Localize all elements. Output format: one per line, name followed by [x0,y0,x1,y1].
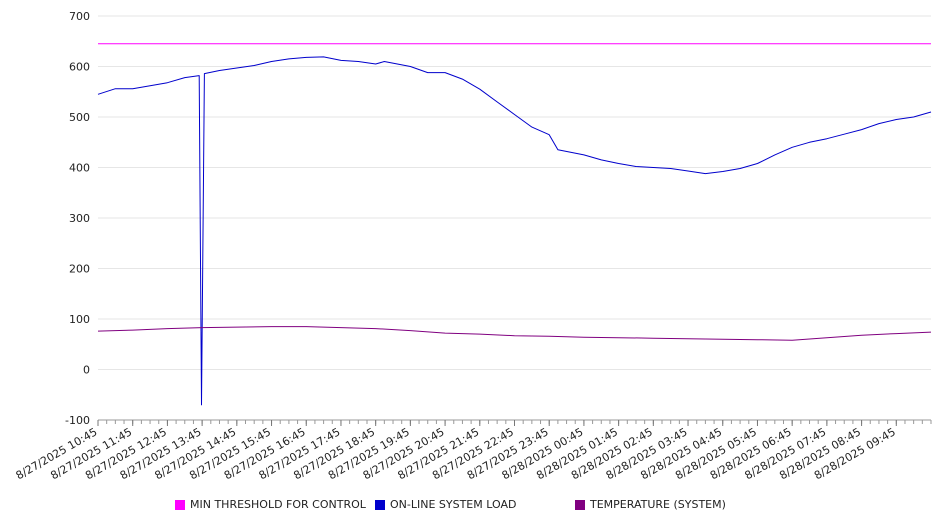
legend-swatch-min-threshold [175,499,185,510]
legend-item-min-threshold: MIN THRESHOLD FOR CONTROL [175,498,366,511]
legend-label-system-load: ON-LINE SYSTEM LOAD [390,498,517,511]
legend-label-min-threshold: MIN THRESHOLD FOR CONTROL [190,498,366,511]
y-tick-label: -100 [65,414,90,427]
y-tick-label: 600 [69,61,90,74]
legend-swatch-system-load [375,499,385,510]
legend-item-system-load: ON-LINE SYSTEM LOAD [375,498,516,511]
y-tick-label: 500 [69,111,90,124]
y-tick-label: 700 [69,10,90,23]
legend-item-temperature: TEMPERATURE (SYSTEM) [575,498,726,511]
y-tick-label: 300 [69,212,90,225]
series-line-1 [97,56,932,406]
y-tick-label: 0 [83,364,90,377]
legend-label-temperature: TEMPERATURE (SYSTEM) [590,498,726,511]
chart-legend: MIN THRESHOLD FOR CONTROL ON-LINE SYSTEM… [0,498,946,514]
legend-swatch-temperature [575,499,585,510]
series-line-2 [97,326,932,341]
y-tick-label: 100 [69,313,90,326]
y-tick-label: 400 [69,162,90,175]
y-tick-label: 200 [69,263,90,276]
